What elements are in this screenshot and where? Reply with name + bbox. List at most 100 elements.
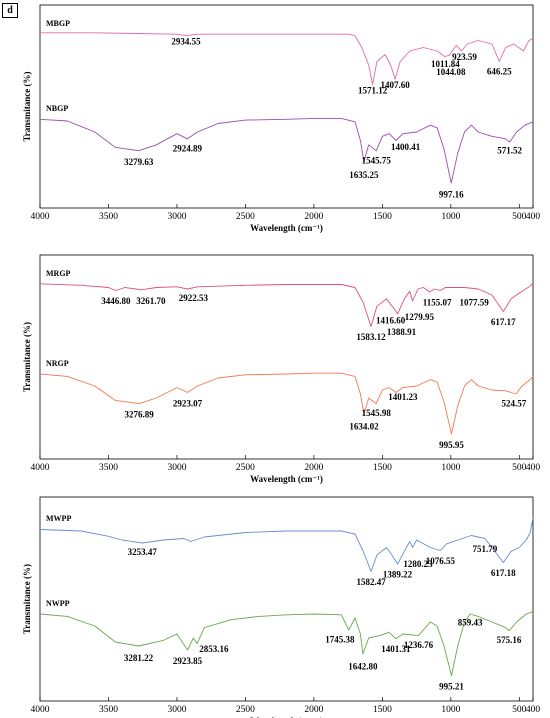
spectrum-line [40,32,534,86]
x-tick-label: 1500 [373,212,392,222]
peak-label: 3446.80 [101,296,131,306]
peak-label: 1044.08 [436,67,466,77]
peak-label: 2934.55 [171,36,201,46]
spectrum-line [39,117,534,184]
x-tick-label: 2500 [236,705,255,715]
x-tick-label: 1000 [441,705,460,715]
series-name-label: MRGP [46,269,71,278]
x-tick-label: 4000 [31,212,50,222]
peak-label: 1416.60 [376,316,406,326]
peak-label: 1745.38 [325,634,355,644]
peak-label: 1571.12 [358,85,388,95]
x-tick-label: 400 [526,463,541,473]
x-axis-label: Wavelength (cm⁻¹) [250,474,323,484]
y-axis-label: Transmitance (%) [22,564,32,634]
plot-frame [39,254,534,460]
peak-label: 751.79 [473,544,498,554]
spectrum-line [39,372,534,435]
peak-label: 1011.84 [431,59,460,69]
chart-panel-1: 4000 3500 3000 2500 2000 1500 1000 500 400 Wavele… [22,4,541,233]
x-tick-label: 2500 [236,463,255,473]
peak-label: 646.25 [487,67,512,77]
peak-label: 1634.02 [349,422,379,432]
x-tick-label: 3500 [99,212,118,222]
peak-label: 1545.75 [362,156,392,166]
panel-letter: d [7,5,13,16]
peak-label: 575.16 [497,635,522,645]
x-tick-label: 500 [512,705,527,715]
series-name-label: MBGP [46,19,70,28]
peak-label: 923.59 [452,52,477,62]
x-tick-label: 2000 [304,705,323,715]
peak-label: 1236.76 [404,640,434,650]
spectrum-line [39,282,534,327]
peak-label: 3281.22 [124,653,154,663]
series-name-label: NBGP [46,104,68,113]
peak-label: 1401.23 [388,392,418,402]
peak-label: 997.16 [439,190,464,200]
x-tick-label: 1500 [373,705,392,715]
series-name-label: NRGP [46,359,69,368]
x-tick-label: 500 [512,212,527,222]
peak-label: 1279.95 [405,312,435,322]
x-tick-label: 3500 [99,463,118,473]
peak-label: 1280.23 [403,559,433,569]
peak-label: 3261.70 [136,296,166,306]
peak-label: 1388.91 [387,327,417,337]
peak-label: 1389.22 [383,570,413,580]
peak-label: 617.18 [491,568,516,578]
x-tick-label: 2000 [304,212,323,222]
x-tick-label: 3000 [167,463,186,473]
figure-panel-letter-box: d [2,3,18,18]
plot-frame [39,4,534,209]
peak-label: 2922.53 [179,293,209,303]
x-tick-label: 2500 [236,212,255,222]
plot-frame [39,496,534,702]
peak-label: 3276.89 [125,410,155,420]
peak-label: 1582.47 [357,577,387,587]
x-tick-label: 3500 [99,705,118,715]
series-name-label: MWPP [46,514,71,523]
peak-label: 1155.07 [423,298,452,308]
peak-label: 1401.31 [381,644,411,654]
peak-label: 2923.07 [173,398,203,408]
peak-label: 617.17 [491,317,516,327]
x-tick-label: 4000 [31,705,50,715]
y-axis-label: Transmitance (%) [22,322,32,392]
x-axis-label: Wavelength (cm⁻¹) [250,716,323,718]
peak-label: 1583.12 [356,332,386,342]
series-nbgp: NBGP 3279.63 2924.89 1635.25 1545.75 1400.41 9… [39,104,534,200]
x-tick-label: 3000 [167,705,186,715]
series-name-label: NWPP [46,599,70,608]
peak-label: 859.43 [458,618,483,628]
spectrum-line [39,611,534,677]
peak-label: 995.95 [439,440,464,450]
x-tick-label: 4000 [31,463,50,473]
peak-label: 1407.60 [380,80,410,90]
peak-label: 3253.47 [128,547,158,557]
x-tick-label: 1000 [441,212,460,222]
peak-label: 1635.25 [349,170,379,180]
peak-label: 1076.55 [426,556,456,566]
y-axis-label: Transmitance (%) [22,71,32,141]
x-tick-label: 3000 [167,212,186,222]
spectrum-line [39,517,534,572]
x-tick-label: 1000 [441,463,460,473]
peak-label: 3279.63 [124,157,154,167]
x-tick-label: 400 [526,705,541,715]
peak-label: 995.21 [439,682,464,692]
x-tick-label: 2000 [304,463,323,473]
peak-label: 1077.59 [459,298,489,308]
chart-panel-2: 4000 3500 3000 2500 2000 1500 1000 500 400 Wavele… [22,254,541,484]
peak-label: 2853.16 [199,644,229,654]
x-axis-label: Wavelength (cm⁻¹) [250,223,323,233]
x-tick-label: 500 [512,463,527,473]
x-tick-label: 1500 [373,463,392,473]
x-tick-label: 400 [526,212,541,222]
peak-label: 524.57 [501,398,526,408]
